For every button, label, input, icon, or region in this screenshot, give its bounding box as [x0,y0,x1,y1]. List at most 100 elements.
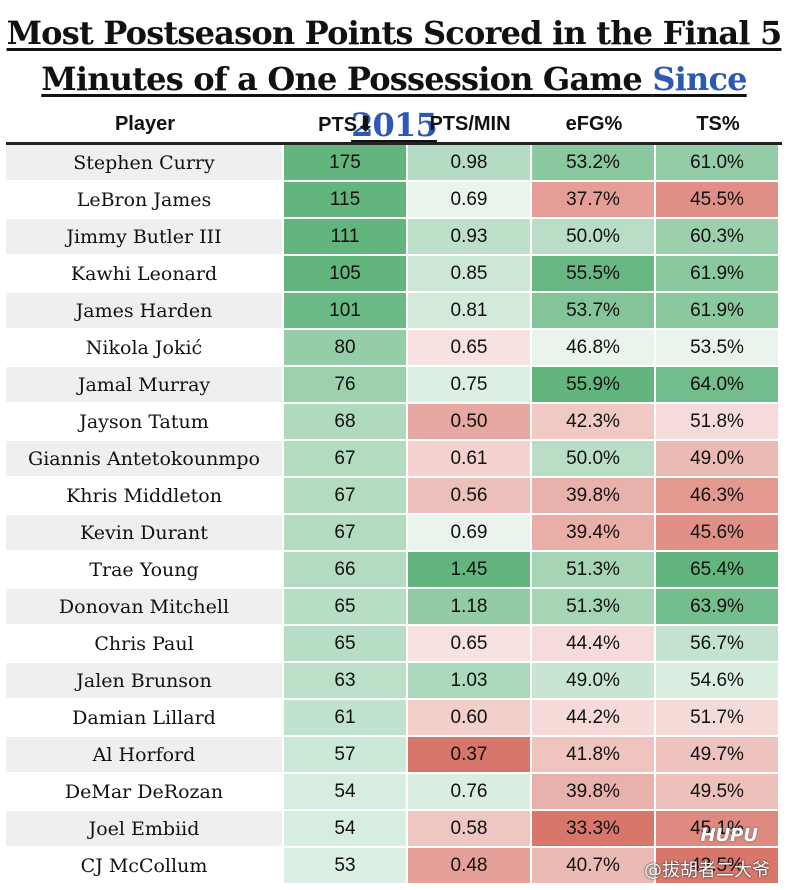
pts-per-min-cell: 0.37 [408,737,532,774]
pts-cell: 68 [284,404,408,441]
header-player: Player [114,112,176,135]
pts-per-min-cell: 0.81 [408,293,532,330]
table-header: Player PTS⬇ PTS/MIN eFG% TS% [6,106,782,145]
table-row: Jamal Murray 76 0.75 55.9% 64.0% [6,367,782,404]
pts-cell: 65 [284,589,408,626]
efg-cell: 55.5% [532,256,656,293]
pts-cell: 76 [284,367,408,404]
efg-cell: 46.8% [532,330,656,367]
ts-cell: 61.0% [656,145,780,182]
pts-cell: 66 [284,552,408,589]
player-name: James Harden [6,293,284,330]
player-name: Stephen Curry [6,145,284,182]
efg-cell: 41.8% [532,737,656,774]
ts-cell: 45.5% [656,182,780,219]
efg-cell: 33.3% [532,811,656,848]
player-name: Nikola Jokić [6,330,284,367]
efg-cell: 40.7% [532,848,656,885]
ts-cell: 54.6% [656,663,780,700]
ts-cell: 45.6% [656,515,780,552]
ts-cell: 51.7% [656,700,780,737]
table-row: Donovan Mitchell 65 1.18 51.3% 63.9% [6,589,782,626]
efg-cell: 50.0% [532,441,656,478]
pts-cell: 111 [284,219,408,256]
pts-per-min-cell: 0.61 [408,441,532,478]
ts-cell: 60.3% [656,219,780,256]
pts-cell: 101 [284,293,408,330]
pts-cell: 54 [284,811,408,848]
pts-per-min-cell: 0.76 [408,774,532,811]
header-efg[interactable]: eFG% [565,112,623,135]
pts-per-min-cell: 1.45 [408,552,532,589]
pts-cell: 67 [284,478,408,515]
title-accent: Since 2015 [351,60,747,144]
pts-cell: 65 [284,626,408,663]
player-name: Khris Middleton [6,478,284,515]
efg-cell: 49.0% [532,663,656,700]
pts-per-min-cell: 0.60 [408,700,532,737]
player-name: Trae Young [6,552,284,589]
pts-per-min-cell: 1.18 [408,589,532,626]
pts-cell: 61 [284,700,408,737]
efg-cell: 37.7% [532,182,656,219]
efg-cell: 44.4% [532,626,656,663]
table-row: Khris Middleton 67 0.56 39.8% 46.3% [6,478,782,515]
table-row: James Harden 101 0.81 53.7% 61.9% [6,293,782,330]
pts-per-min-cell: 0.85 [408,256,532,293]
pts-per-min-cell: 0.75 [408,367,532,404]
pts-cell: 80 [284,330,408,367]
table-row: Chris Paul 65 0.65 44.4% 56.7% [6,626,782,663]
efg-cell: 51.3% [532,589,656,626]
pts-per-min-cell: 0.65 [408,330,532,367]
efg-cell: 51.3% [532,552,656,589]
table-row: Trae Young 66 1.45 51.3% 65.4% [6,552,782,589]
header-ts[interactable]: TS% [696,112,740,135]
watermark: @拔胡者二大爷 [644,860,770,881]
efg-cell: 39.8% [532,478,656,515]
pts-per-min-cell: 0.69 [408,182,532,219]
pts-per-min-cell: 0.48 [408,848,532,885]
ts-cell: 51.8% [656,404,780,441]
pts-per-min-cell: 0.56 [408,478,532,515]
hupu-logo: HUPU [700,825,759,846]
player-name: Giannis Antetokounmpo [6,441,284,478]
pts-per-min-cell: 0.69 [408,515,532,552]
efg-cell: 50.0% [532,219,656,256]
pts-per-min-cell: 0.65 [408,626,532,663]
player-name: Chris Paul [6,626,284,663]
pts-cell: 175 [284,145,408,182]
ts-cell: 53.5% [656,330,780,367]
table-row: Kawhi Leonard 105 0.85 55.5% 61.9% [6,256,782,293]
pts-per-min-cell: 0.98 [408,145,532,182]
player-name: Kawhi Leonard [6,256,284,293]
efg-cell: 55.9% [532,367,656,404]
pts-cell: 105 [284,256,408,293]
table-row: Jayson Tatum 68 0.50 42.3% 51.8% [6,404,782,441]
ts-cell: 49.5% [656,774,780,811]
pts-per-min-cell: 1.03 [408,663,532,700]
ts-cell: 56.7% [656,626,780,663]
player-name: Damian Lillard [6,700,284,737]
table-row: Kevin Durant 67 0.69 39.4% 45.6% [6,515,782,552]
pts-cell: 67 [284,441,408,478]
pts-cell: 57 [284,737,408,774]
ts-cell: 65.4% [656,552,780,589]
table-row: LeBron James 115 0.69 37.7% 45.5% [6,182,782,219]
ts-cell: 49.7% [656,737,780,774]
header-pts[interactable]: PTS⬇ [318,113,374,136]
table-row: Joel Embiid 54 0.58 33.3% 45.1% [6,811,782,848]
header-pts-min[interactable]: PTS/MIN [429,112,511,135]
table-row: CJ McCollum 53 0.48 40.7% 43.5% [6,848,782,885]
table-row: Damian Lillard 61 0.60 44.2% 51.7% [6,700,782,737]
pts-cell: 115 [284,182,408,219]
ts-cell: 49.0% [656,441,780,478]
ts-cell: 46.3% [656,478,780,515]
table-row: DeMar DeRozan 54 0.76 39.8% 49.5% [6,774,782,811]
player-name: Jamal Murray [6,367,284,404]
efg-cell: 42.3% [532,404,656,441]
title-line-2: Minutes of a One Possession Game Since 2… [0,56,788,148]
title-line-2-main: Minutes of a One Possession Game [41,60,643,98]
ts-cell: 64.0% [656,367,780,404]
ts-cell: 43.5% [656,848,780,885]
ts-cell: 61.9% [656,256,780,293]
